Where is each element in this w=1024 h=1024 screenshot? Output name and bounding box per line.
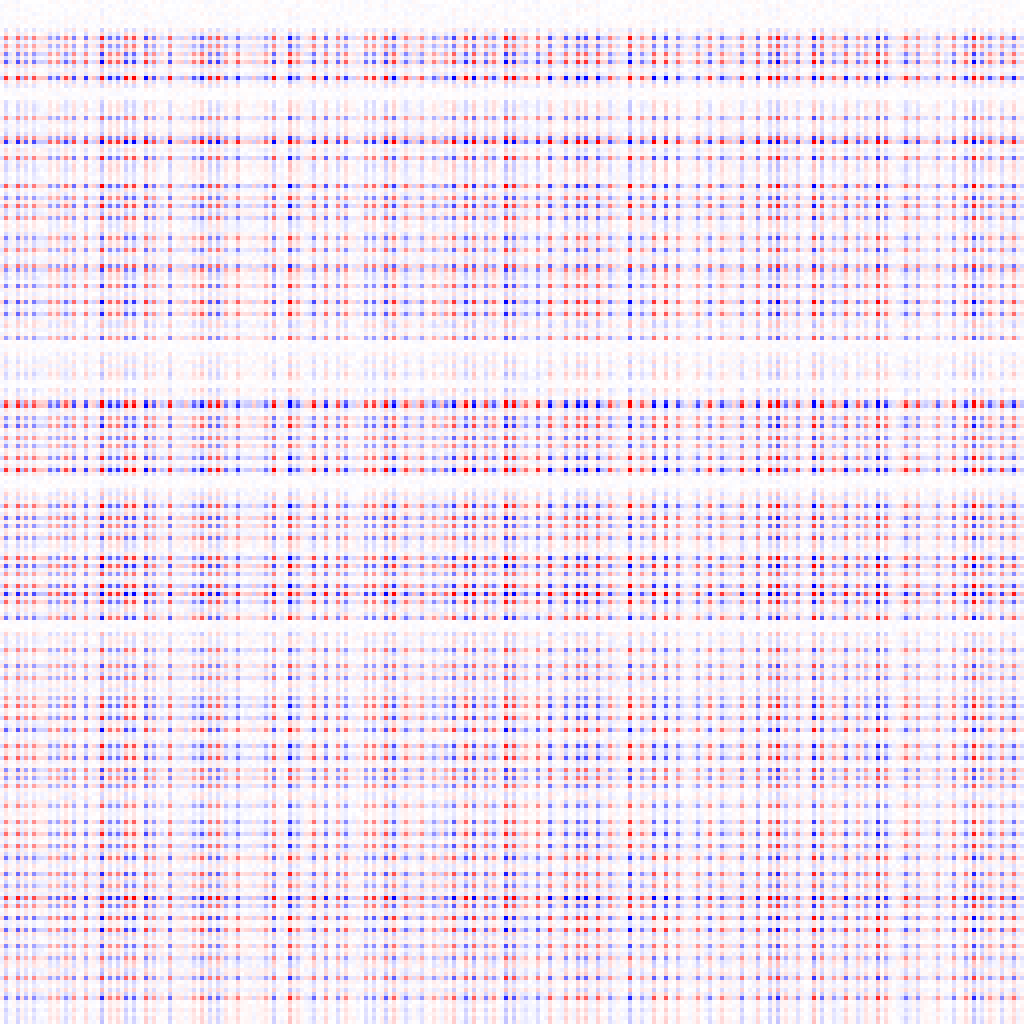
heatmap-cells [0, 0, 1024, 1024]
heatmap-chart [0, 0, 1024, 1024]
